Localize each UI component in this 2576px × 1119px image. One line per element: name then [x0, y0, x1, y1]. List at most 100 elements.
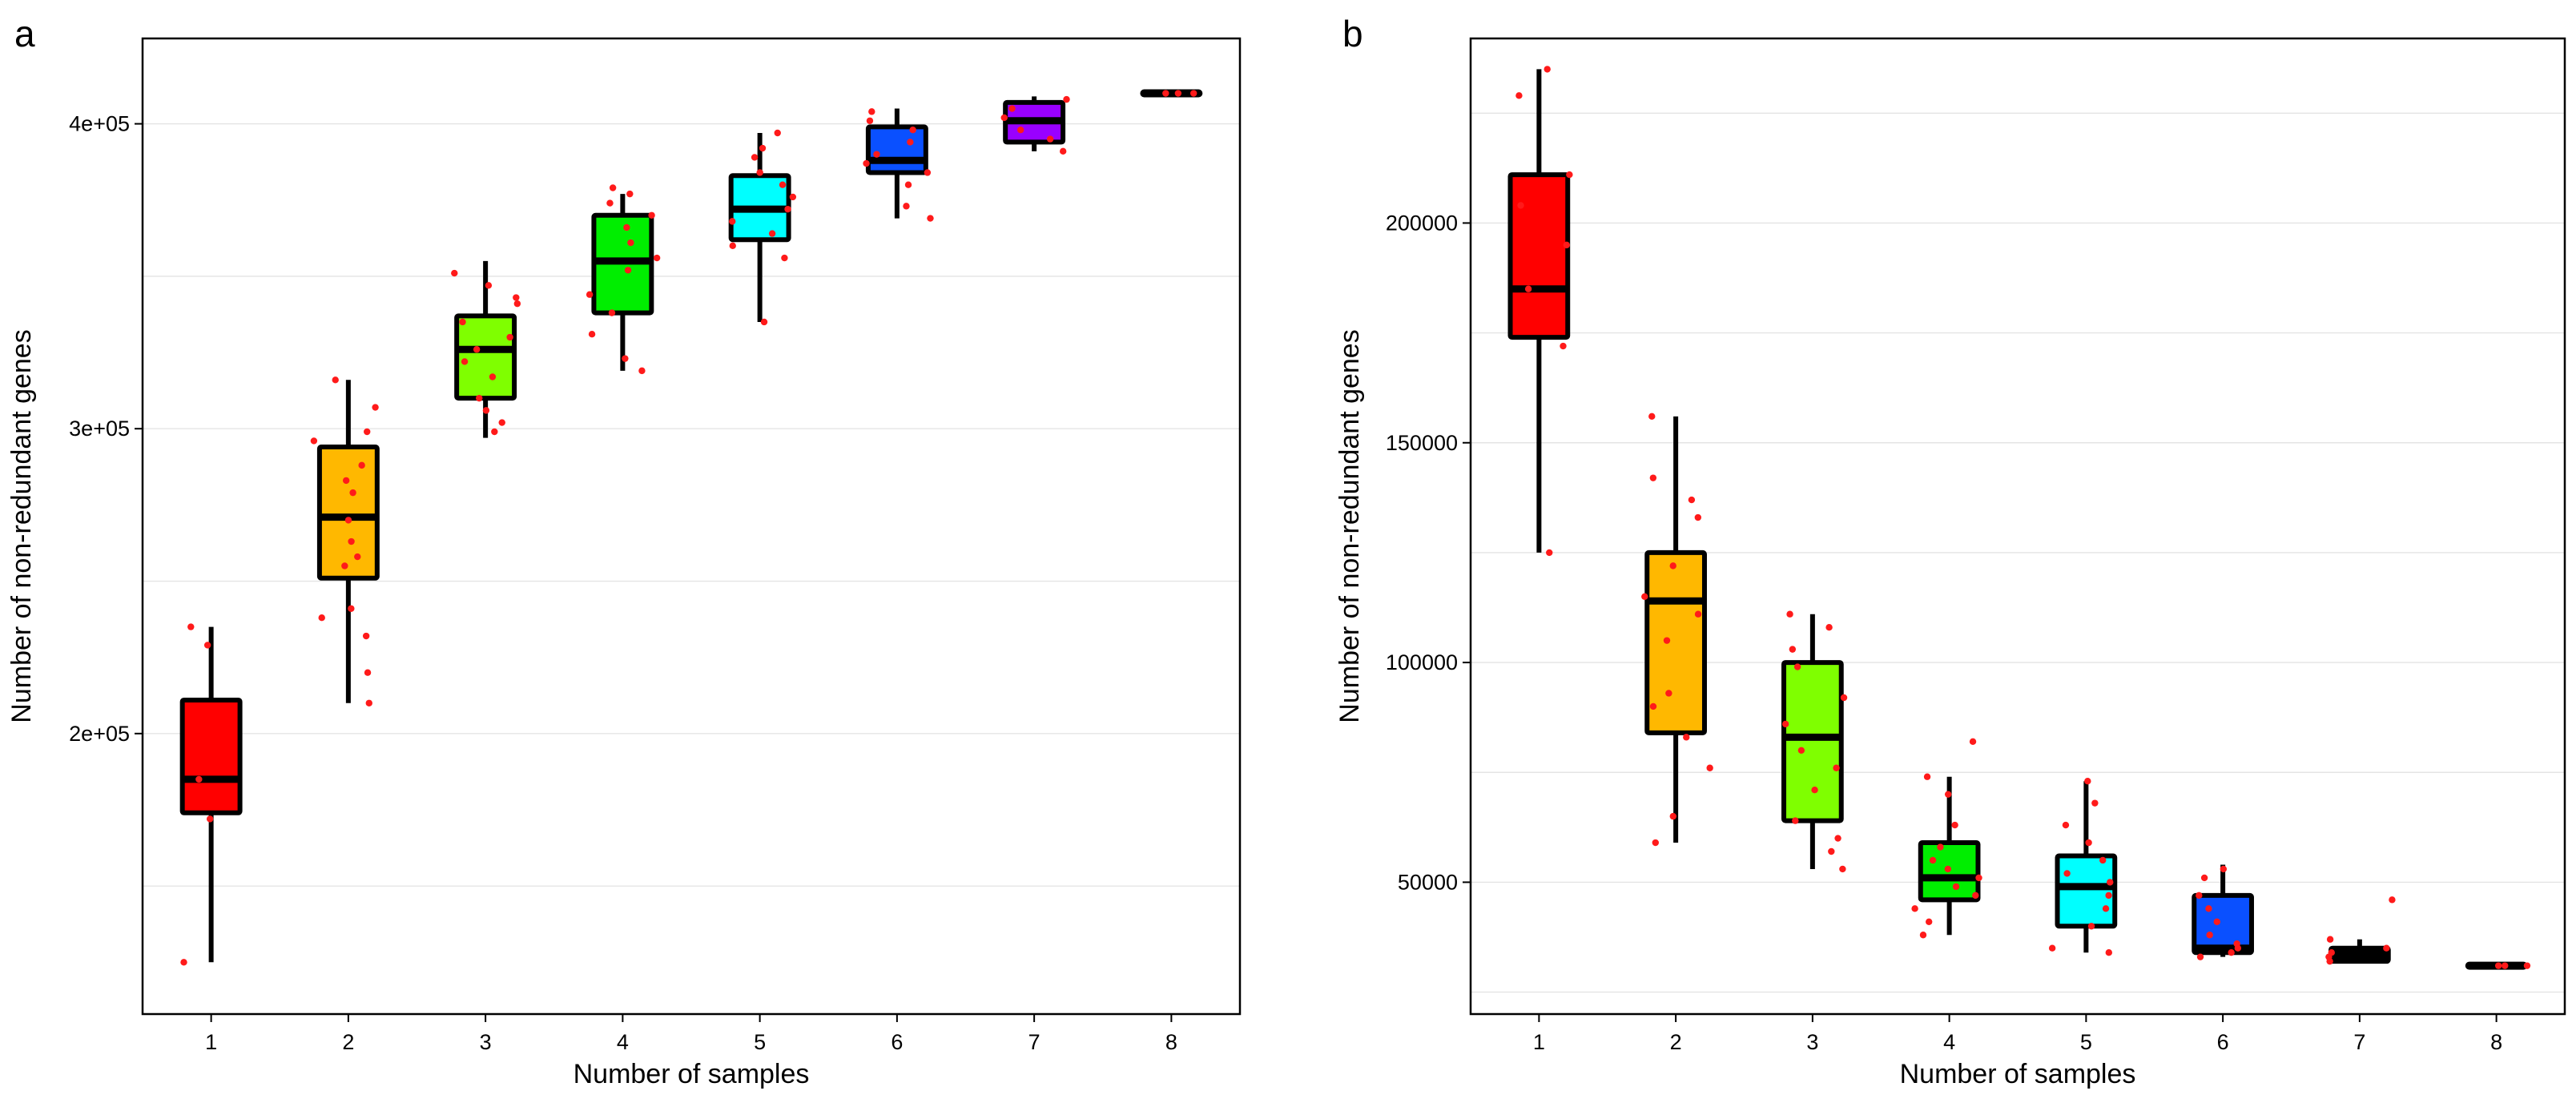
data-point: [1063, 95, 1070, 103]
data-point: [491, 428, 498, 436]
data-point: [1189, 90, 1197, 97]
data-point: [2200, 874, 2208, 882]
data-point: [1937, 843, 1944, 851]
y-tick-label: 50000: [1398, 870, 1458, 894]
data-point: [1649, 474, 1657, 481]
data-point: [873, 151, 880, 158]
data-point: [1544, 66, 1551, 73]
data-point: [1688, 496, 1696, 504]
data-point: [2228, 948, 2235, 956]
data-point: [461, 358, 469, 365]
data-point: [624, 267, 632, 274]
x-tick-label: 5: [754, 1030, 766, 1054]
data-point: [627, 239, 634, 247]
data-point: [774, 129, 781, 137]
data-point: [622, 355, 629, 362]
panel-letter: a: [14, 13, 35, 54]
data-point: [1944, 865, 1952, 873]
data-point: [2085, 839, 2092, 847]
plot-frame: [1469, 37, 2566, 1016]
data-point: [907, 139, 914, 146]
data-point: [904, 181, 912, 188]
data-point: [1944, 791, 1952, 798]
data-point: [489, 373, 497, 380]
data-point: [1683, 734, 1690, 741]
y-tick-label: 3e+05: [69, 417, 130, 441]
data-point: [364, 669, 372, 676]
y-tick-label: 100000: [1386, 650, 1458, 674]
data-point: [588, 331, 596, 338]
data-point: [362, 632, 370, 640]
data-point: [2084, 778, 2091, 785]
data-point: [318, 614, 325, 622]
data-point: [1797, 747, 1805, 755]
data-point: [1694, 610, 1702, 618]
panel-b: b 50000 100000 150000 200000 1 2 3 4 5 6 7 8 Number o…: [1334, 13, 2566, 1089]
data-point: [1663, 637, 1671, 644]
data-point: [1833, 764, 1840, 771]
data-point: [1975, 874, 1982, 882]
y-axis-title: Number of non-redundant genes: [6, 329, 37, 723]
data-point: [342, 477, 350, 485]
data-point: [349, 489, 356, 497]
data-point: [364, 428, 371, 436]
data-point: [2494, 962, 2502, 969]
x-tick-label: 3: [1806, 1030, 1818, 1054]
data-point: [2502, 962, 2509, 969]
box: [2192, 892, 2254, 956]
x-axis-title: Number of samples: [1900, 1059, 2136, 1089]
data-point: [626, 190, 634, 198]
data-point: [348, 537, 355, 545]
data-point: [473, 346, 481, 353]
data-point: [2048, 944, 2056, 952]
data-point: [2091, 799, 2099, 807]
data-point: [1694, 513, 1702, 521]
x-tick-label: 6: [2217, 1030, 2229, 1054]
data-point: [1972, 892, 1979, 900]
x-tick-label: 4: [1943, 1030, 1955, 1054]
data-point: [1566, 171, 1573, 179]
data-point: [476, 394, 483, 402]
data-point: [2389, 896, 2396, 904]
data-point: [1792, 817, 1799, 824]
data-point: [372, 404, 379, 411]
data-point: [1911, 905, 1918, 912]
data-point: [2328, 948, 2335, 956]
data-point: [863, 159, 870, 167]
data-point: [1929, 856, 1937, 864]
data-point: [1546, 549, 1553, 557]
data-point: [2233, 940, 2240, 948]
data-point: [195, 775, 203, 783]
data-point: [206, 815, 214, 823]
x-tick-label: 7: [2353, 1030, 2365, 1054]
data-point: [513, 300, 521, 308]
data-point: [2099, 856, 2107, 864]
data-point: [1789, 646, 1797, 653]
box: [179, 697, 243, 815]
data-point: [1951, 821, 1958, 829]
data-point: [485, 282, 493, 289]
data-point: [789, 193, 797, 201]
data-point: [2105, 892, 2112, 900]
data-point: [1016, 126, 1024, 134]
data-point: [1669, 812, 1676, 820]
data-point: [759, 144, 767, 152]
data-point: [1008, 105, 1016, 112]
box: [454, 313, 517, 401]
data-point: [1641, 593, 1648, 600]
data-point: [2326, 936, 2334, 943]
data-point: [2087, 923, 2095, 930]
x-tick-label: 7: [1028, 1030, 1040, 1054]
data-point: [868, 108, 875, 115]
x-tick-label: 8: [2490, 1030, 2502, 1054]
data-point: [187, 623, 195, 630]
data-point: [1952, 883, 1960, 891]
panel-a: a 2e+05 3e+05 4e+05 1 2 3 4 5 6 7 8 Number of sample…: [6, 13, 1242, 1089]
data-point: [1648, 413, 1656, 421]
data-point: [784, 205, 791, 213]
data-point: [768, 230, 776, 237]
data-point: [2196, 953, 2204, 960]
data-point: [1969, 738, 1977, 746]
data-point: [506, 333, 513, 341]
data-point: [1174, 90, 1182, 97]
